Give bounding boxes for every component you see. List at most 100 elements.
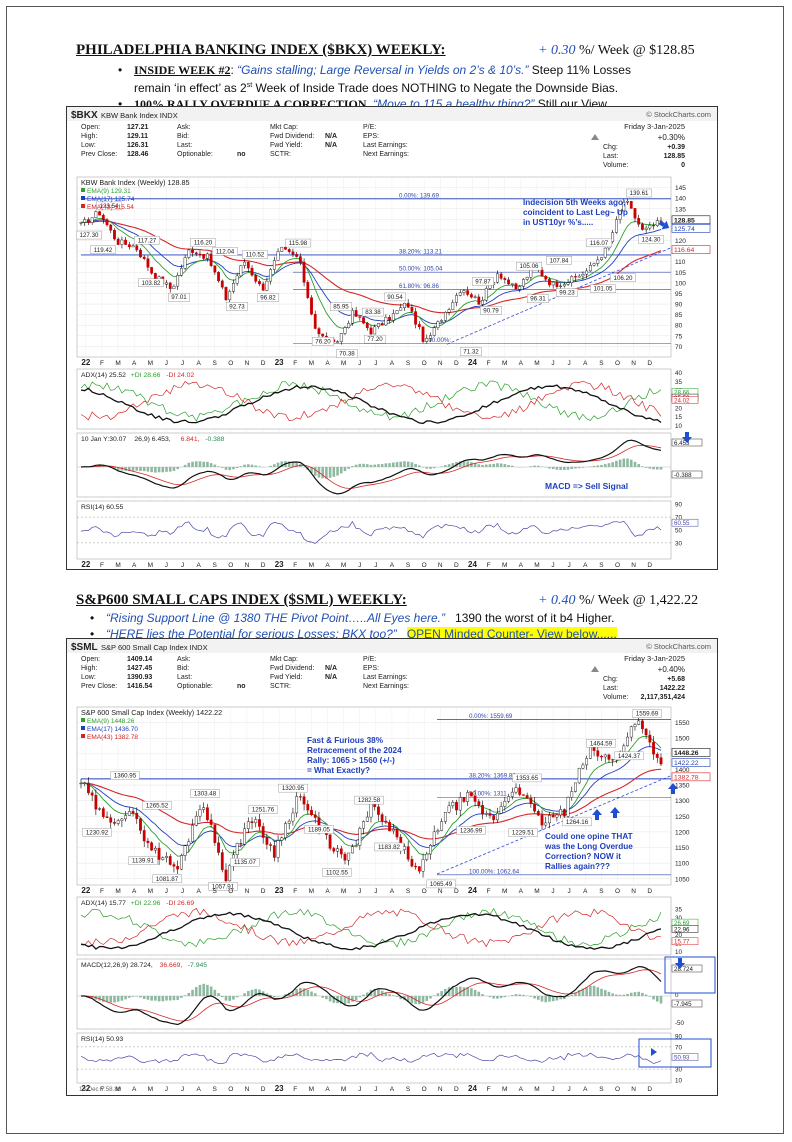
candle-body	[626, 200, 629, 203]
macd-histogram-bar	[172, 996, 176, 1001]
month-axis-tick: A	[132, 888, 137, 895]
macd-histogram-bar	[339, 467, 343, 474]
candle-body	[280, 246, 284, 252]
bottom-month-tick: F	[487, 1086, 491, 1093]
info3-label: Fwd Yield:	[270, 674, 302, 681]
adx-legend: ADX(14) 25.52	[81, 372, 126, 379]
price-label-box	[230, 857, 260, 867]
candle-body	[551, 815, 555, 818]
macd-histogram-bar	[410, 996, 414, 1004]
macd-histogram-bar	[563, 467, 566, 470]
macd-histogram-bar	[559, 467, 562, 471]
bottom-month-tick: S	[406, 1086, 411, 1093]
candle-body	[187, 249, 191, 258]
candle-body	[339, 333, 343, 342]
candle-body	[421, 859, 425, 872]
candle-body	[291, 251, 295, 255]
candle-body	[179, 268, 183, 276]
adx-axis-tick: 10	[675, 949, 682, 956]
sml-change: + 0.40 %/ Week @ 1,422.22	[538, 593, 698, 609]
bkx-bullet-1-quote: “Gains stalling; Large Reversal in Yield…	[237, 63, 529, 77]
macd-histogram-bar	[146, 467, 150, 472]
candle-body	[310, 297, 313, 315]
info2-label: Optionable:	[177, 683, 213, 690]
month-axis-tick: 24	[468, 358, 477, 367]
macd-histogram-bar	[351, 996, 354, 1002]
macd-histogram-bar	[473, 989, 477, 996]
month-axis-tick: D	[261, 360, 266, 367]
candle-body	[83, 782, 87, 784]
info2-label: Last:	[177, 142, 192, 149]
candle-body	[362, 317, 365, 324]
candle-body	[403, 302, 406, 308]
macd-legend: 10 Jan Y:30.07	[81, 436, 126, 443]
macd-histogram-bar	[202, 461, 205, 467]
candle-body	[135, 245, 139, 251]
price-axis-tick: 105	[675, 270, 686, 277]
rsi-value-tag-text: 60.55	[674, 520, 690, 527]
info-label: Open:	[81, 656, 100, 663]
bottom-month-tick: F	[293, 562, 297, 569]
chart-annotation: Retracement of the 2024	[307, 746, 402, 755]
rsi-axis-tick: 10	[675, 1078, 682, 1085]
month-axis-tick: J	[165, 888, 168, 895]
candle-body	[510, 283, 514, 285]
price-label-box	[638, 235, 664, 244]
candle-body	[455, 295, 458, 303]
bottom-month-tick: D	[261, 1086, 266, 1093]
month-axis-tick: M	[534, 888, 539, 895]
candle-body	[124, 239, 128, 245]
candle-body	[644, 728, 648, 736]
info-label: Open:	[81, 124, 100, 131]
candle-body	[220, 280, 224, 288]
candle-body	[473, 296, 477, 298]
macd-histogram-bar	[142, 467, 146, 472]
price-label-box	[512, 773, 542, 783]
macd-histogram-bar	[392, 462, 395, 467]
month-axis-tick: J	[181, 360, 184, 367]
month-axis-tick: F	[487, 888, 491, 895]
macd-histogram-bar	[425, 996, 429, 1001]
candle-body	[243, 828, 246, 845]
candle-body	[239, 265, 243, 277]
bottom-month-tick: M	[341, 562, 346, 569]
adx-value-tag	[671, 937, 699, 945]
macd-histogram-bar	[559, 996, 562, 1000]
bottom-month-tick: M	[148, 1086, 153, 1093]
chg-label: Chg:	[603, 144, 618, 151]
macd-histogram-bar	[377, 464, 380, 467]
adx-axis-tick: 15	[675, 414, 682, 421]
candle-body	[507, 279, 510, 285]
candle-body	[295, 796, 299, 814]
price-label-box	[90, 245, 116, 254]
month-axis-tick: A	[390, 888, 395, 895]
bkx-change-pct: + 0.30	[538, 43, 576, 58]
candle-body	[559, 285, 563, 287]
info3-label: Mkt Cap:	[270, 656, 298, 663]
bottom-month-tick: J	[358, 562, 361, 569]
chart-annotation: Fast & Furious 38%	[307, 736, 384, 745]
bottom-month-tick: S	[599, 1086, 604, 1093]
candle-body	[540, 269, 544, 277]
price-label-box	[472, 277, 494, 286]
month-axis-tick: 22	[81, 358, 90, 367]
month-axis-tick: A	[583, 360, 588, 367]
candle-body	[272, 260, 276, 270]
sml-bullet-1-rest: 1390 the worst of it b4 Higher.	[455, 611, 615, 625]
sml-bullets: “Rising Support Line @ 1380 THE Pivot Po…	[76, 610, 756, 642]
macd-histogram-bar	[343, 996, 347, 1005]
rsi-axis-tick: 30	[675, 1067, 682, 1074]
macd-histogram-bar	[641, 992, 644, 996]
month-axis-tick: A	[325, 888, 330, 895]
macd-histogram-bar	[618, 459, 622, 467]
candle-body	[235, 843, 239, 856]
macd-histogram-bar	[198, 984, 202, 996]
candle-body	[343, 327, 347, 334]
macd-histogram-bar	[470, 988, 473, 996]
macd-histogram-bar	[629, 992, 633, 996]
candle-body	[254, 275, 258, 282]
macd-histogram-bar	[548, 467, 551, 469]
candle-body	[425, 853, 429, 860]
macd-histogram-bar	[243, 464, 246, 467]
adx-value-tag-text: 24.02	[674, 398, 690, 405]
